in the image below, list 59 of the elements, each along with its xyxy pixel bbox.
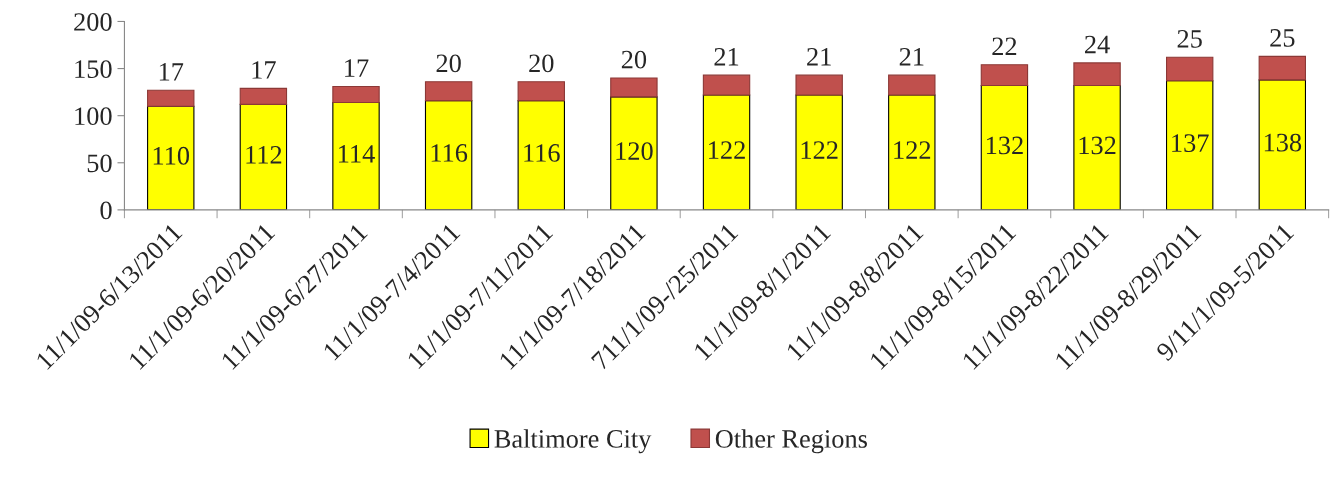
bar	[795, 74, 843, 96]
data-label: 17	[345, 59, 369, 77]
y-tick-label: 150	[75, 60, 112, 78]
data-label: 110	[153, 146, 190, 165]
data-label: 138	[1264, 133, 1302, 152]
bar	[424, 100, 473, 210]
bar	[1165, 56, 1214, 82]
data-label: 25	[1177, 30, 1202, 48]
data-label: 132	[1079, 136, 1116, 155]
bar	[1258, 55, 1307, 81]
bar	[1165, 80, 1214, 210]
bar	[517, 100, 565, 210]
data-label: 21	[807, 47, 831, 66]
bar	[239, 87, 288, 105]
data-label: 21	[899, 47, 924, 66]
bar	[888, 74, 936, 96]
data-label: 122	[894, 141, 931, 159]
data-label: 24	[1085, 35, 1110, 54]
data-label: 112	[246, 146, 282, 164]
data-label: 17	[159, 63, 184, 81]
data-label: 20	[621, 50, 647, 69]
bar	[980, 64, 1029, 87]
bar	[147, 89, 195, 107]
legend-label: Other Regions	[715, 429, 867, 454]
bar	[332, 85, 380, 104]
bar	[517, 81, 565, 102]
data-label: 22	[992, 37, 1017, 56]
data-label: 120	[616, 142, 653, 160]
data-label: 122	[801, 141, 838, 159]
legend-label: Baltimore City	[494, 429, 652, 454]
data-label: 137	[1172, 134, 1209, 152]
bar	[795, 94, 843, 210]
bar	[332, 101, 380, 210]
data-label: 20	[436, 54, 461, 73]
bar	[702, 94, 751, 210]
data-label: 20	[529, 54, 554, 73]
bar	[980, 84, 1029, 210]
data-label: 122	[709, 141, 745, 159]
bar	[239, 103, 288, 210]
bar	[610, 96, 658, 210]
bar	[1073, 62, 1121, 87]
data-label: 25	[1270, 29, 1295, 47]
data-label: 132	[986, 136, 1023, 155]
y-tick-label: 0	[100, 201, 112, 220]
bar	[702, 74, 751, 96]
bar	[424, 81, 473, 102]
data-label: 116	[431, 144, 468, 162]
data-label: 17	[252, 61, 276, 79]
y-tick-label: 200	[74, 13, 112, 31]
data-label: 114	[339, 145, 375, 163]
bar	[1073, 84, 1121, 210]
bar	[1258, 79, 1307, 210]
data-label: 21	[714, 47, 739, 66]
y-tick-label: 50	[87, 154, 112, 173]
bar	[610, 77, 658, 98]
bar	[888, 94, 936, 210]
bar	[147, 105, 195, 210]
data-label: 116	[524, 144, 560, 162]
y-tick-label: 100	[75, 107, 112, 126]
